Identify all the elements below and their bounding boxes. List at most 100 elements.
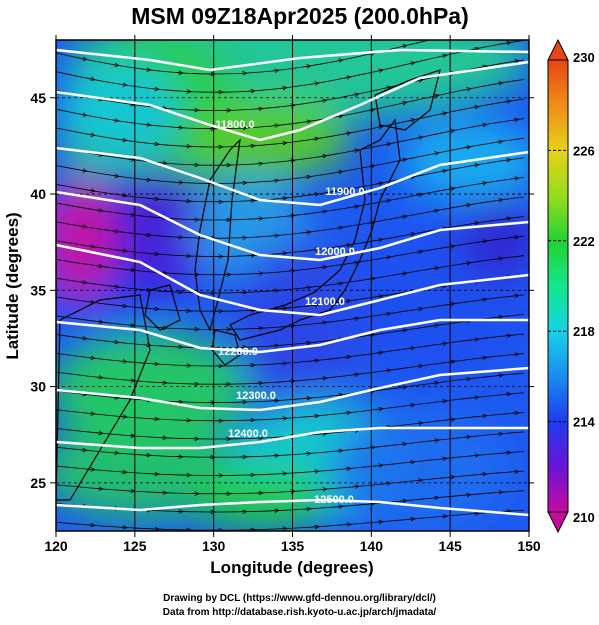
wind-arrow — [384, 370, 391, 371]
wind-arrow — [112, 65, 119, 66]
contour-label: 12100.0 — [305, 296, 345, 308]
wind-arrow — [384, 483, 391, 484]
wind-arrow — [80, 450, 87, 451]
wind-arrow — [368, 447, 375, 448]
wind-arrow — [408, 462, 415, 463]
wind-arrow — [480, 183, 487, 184]
wind-arrow — [120, 140, 127, 141]
wind-arrow — [440, 286, 447, 287]
wind-arrow — [464, 147, 471, 148]
wind-arrow — [408, 119, 415, 120]
wind-arrow — [497, 24, 503, 25]
wind-arrow — [272, 125, 279, 126]
wind-arrow — [465, 31, 471, 32]
wind-arrow — [128, 215, 135, 216]
wind-arrow — [472, 106, 479, 107]
wind-arrow — [480, 241, 487, 242]
streamline — [56, 40, 432, 75]
wind-arrow — [368, 335, 375, 336]
wind-arrow — [80, 338, 87, 339]
streamline — [56, 255, 525, 294]
wind-arrow — [408, 405, 415, 406]
wind-arrow — [320, 267, 327, 268]
geopotential-contour — [56, 243, 529, 317]
wind-arrow — [408, 348, 415, 349]
wind-arrow — [120, 361, 127, 362]
wind-arrow — [320, 211, 327, 212]
wind-arrow — [160, 163, 167, 164]
wind-arrow — [128, 325, 135, 326]
contour-label: 11900.0 — [325, 186, 364, 198]
colorbar-label: 226 — [573, 143, 595, 158]
wind-arrow — [304, 66, 311, 67]
wind-arrow — [464, 263, 471, 264]
map-plot: 11800.0 11900.0 12000.0 12100.0 12200.0 12300… — [56, 24, 529, 531]
wind-arrow — [512, 354, 519, 355]
wind-arrow — [512, 178, 519, 179]
wind-arrow — [352, 94, 359, 95]
wind-arrow — [336, 171, 343, 172]
wind-arrow — [408, 62, 415, 63]
wind-arrow — [416, 194, 423, 195]
wind-arrow — [280, 88, 287, 89]
wind-arrow — [416, 137, 423, 138]
wind-arrow — [88, 246, 95, 247]
wind-arrow — [496, 258, 503, 259]
wind-streamlines — [56, 24, 525, 531]
wind-arrow — [272, 70, 279, 71]
wind-arrow — [88, 358, 95, 359]
wind-arrow — [504, 218, 511, 219]
y-tick-label: 30 — [30, 379, 46, 395]
wind-arrow — [496, 83, 503, 84]
wind-arrow — [408, 519, 415, 520]
wind-arrow — [440, 458, 447, 459]
wind-arrow — [112, 231, 119, 232]
wind-arrow — [288, 105, 295, 106]
x-tick-label: 135 — [281, 538, 305, 554]
wind-arrow — [96, 433, 103, 434]
geopotential-contour — [56, 366, 529, 412]
wind-arrow — [144, 69, 151, 70]
wind-arrow — [448, 304, 455, 305]
wind-arrow — [480, 357, 487, 358]
wind-arrow — [352, 318, 359, 319]
wind-arrow — [320, 100, 327, 101]
wind-arrow — [440, 113, 447, 114]
wind-arrow — [376, 409, 383, 410]
wind-arrow — [152, 144, 159, 145]
wind-arrow — [416, 366, 423, 367]
wind-arrow — [368, 222, 375, 223]
wind-arrow — [416, 251, 423, 252]
wind-arrow — [120, 416, 127, 417]
wind-arrow — [400, 387, 407, 388]
wind-arrow — [432, 95, 439, 96]
y-tick-label: 45 — [30, 90, 46, 106]
x-axis: 120 125 130 135 140 145 150 — [44, 35, 541, 554]
wind-arrow — [472, 455, 479, 456]
contour-label: 12200.0 — [218, 346, 258, 358]
wind-arrow — [384, 87, 391, 88]
wind-arrow — [400, 159, 407, 160]
wind-arrow — [144, 180, 151, 181]
wind-arrow — [352, 486, 359, 487]
wind-arrow — [464, 495, 471, 496]
wind-arrow — [128, 270, 135, 271]
colorbar-label: 210 — [573, 510, 595, 525]
wind-arrow — [352, 206, 359, 207]
wind-arrow — [112, 342, 119, 343]
wind-arrow — [440, 170, 447, 171]
geopotential-contours: 11800.0 11900.0 12000.0 12100.0 12200.0 12300… — [56, 48, 529, 517]
y-axis: 25 30 35 40 45 — [30, 90, 534, 491]
wind-arrow — [288, 215, 295, 216]
wind-arrow — [144, 290, 151, 291]
wind-arrow — [336, 395, 343, 396]
wind-arrow — [464, 89, 471, 90]
streamline — [56, 314, 525, 349]
wind-arrow — [280, 143, 287, 144]
temperature-blob — [330, 410, 510, 530]
wind-arrow — [368, 504, 375, 505]
streamline — [56, 137, 525, 184]
geopotential-contour — [56, 48, 529, 72]
wind-arrow — [344, 412, 351, 413]
wind-arrow — [96, 321, 103, 322]
